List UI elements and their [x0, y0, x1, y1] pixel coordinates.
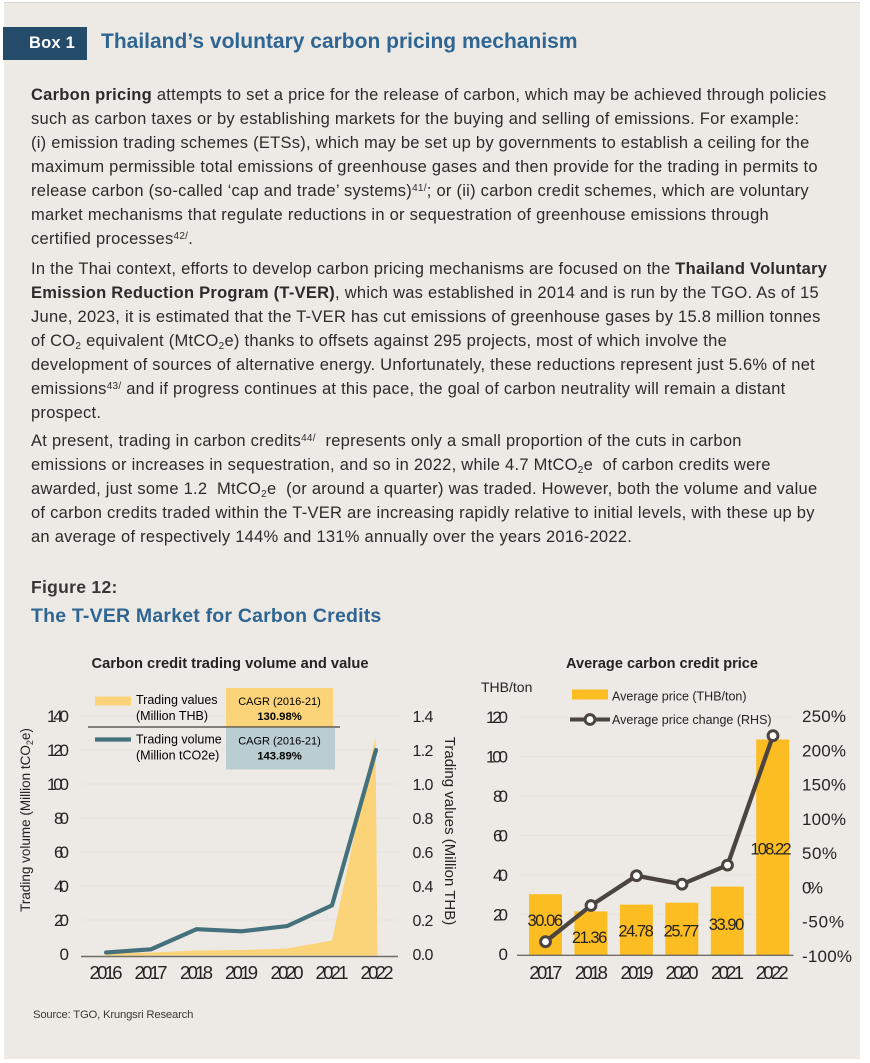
svg-text:Trading values: Trading values	[136, 693, 218, 707]
svg-text:60: 60	[54, 843, 69, 862]
svg-text:150%: 150%	[802, 776, 846, 795]
svg-text:250%: 250%	[802, 707, 846, 726]
svg-text:2017: 2017	[135, 962, 168, 983]
svg-text:Trading volume (Million tCO2e): Trading volume (Million tCO2e)	[18, 728, 35, 912]
svg-text:40: 40	[54, 877, 69, 896]
svg-text:100%: 100%	[802, 810, 846, 829]
svg-text:1.2: 1.2	[413, 743, 434, 760]
svg-text:2022: 2022	[756, 962, 789, 983]
svg-text:143.89%: 143.89%	[257, 751, 302, 763]
svg-text:2016: 2016	[90, 962, 123, 983]
svg-text:130.98%: 130.98%	[257, 711, 302, 723]
svg-text:2020: 2020	[271, 962, 304, 983]
svg-text:2018: 2018	[575, 962, 608, 983]
svg-text:21.36: 21.36	[572, 929, 608, 947]
svg-text:50%: 50%	[802, 844, 837, 863]
svg-text:CAGR (2016-21): CAGR (2016-21)	[238, 736, 321, 748]
svg-text:2018: 2018	[180, 962, 213, 983]
svg-text:(Million tCO2e): (Million tCO2e)	[136, 749, 219, 763]
svg-text:2017: 2017	[529, 962, 562, 983]
svg-text:108.22: 108.22	[751, 841, 792, 859]
svg-text:Average carbon credit price: Average carbon credit price	[566, 655, 758, 672]
svg-text:60: 60	[493, 827, 508, 846]
svg-text:1.0: 1.0	[413, 777, 434, 794]
svg-text:0%: 0%	[802, 878, 823, 897]
svg-text:120: 120	[486, 708, 508, 727]
svg-text:24.78: 24.78	[618, 923, 654, 941]
svg-text:20: 20	[54, 911, 69, 930]
svg-text:THB/ton: THB/ton	[481, 679, 532, 695]
svg-text:0: 0	[60, 945, 69, 964]
svg-text:2020: 2020	[666, 962, 699, 983]
svg-text:Average price change (RHS): Average price change (RHS)	[612, 713, 772, 727]
svg-text:(Million THB): (Million THB)	[136, 709, 208, 723]
svg-text:2021: 2021	[316, 962, 349, 983]
svg-text:80: 80	[54, 809, 69, 828]
svg-text:1.4: 1.4	[413, 709, 434, 726]
svg-text:2021: 2021	[711, 962, 744, 983]
svg-text:Trading values (Million THB): Trading values (Million THB)	[441, 737, 458, 925]
svg-text:200%: 200%	[802, 741, 846, 760]
svg-text:0.8: 0.8	[413, 811, 434, 828]
svg-text:2019: 2019	[621, 962, 654, 983]
svg-text:-50%: -50%	[802, 913, 844, 932]
svg-text:33.90: 33.90	[709, 916, 745, 934]
svg-text:Carbon credit trading volume a: Carbon credit trading volume and value	[92, 655, 369, 672]
svg-text:0.2: 0.2	[413, 913, 434, 930]
svg-text:20: 20	[493, 906, 508, 925]
svg-text:CAGR (2016-21): CAGR (2016-21)	[238, 696, 321, 708]
svg-text:-100%: -100%	[802, 947, 852, 966]
svg-text:0.0: 0.0	[413, 947, 434, 964]
svg-text:Trading volume: Trading volume	[136, 733, 222, 747]
svg-text:25.77: 25.77	[664, 923, 700, 941]
svg-text:30.06: 30.06	[528, 912, 564, 930]
svg-text:140: 140	[47, 707, 69, 726]
svg-text:80: 80	[493, 787, 508, 806]
svg-text:2019: 2019	[225, 962, 258, 983]
svg-text:Average price (THB/ton): Average price (THB/ton)	[612, 690, 747, 704]
svg-text:120: 120	[47, 741, 69, 760]
svg-text:0.4: 0.4	[413, 879, 434, 896]
svg-text:40: 40	[493, 866, 508, 885]
svg-text:2022: 2022	[361, 962, 394, 983]
svg-text:100: 100	[47, 775, 69, 794]
svg-text:100: 100	[486, 748, 508, 767]
svg-text:0: 0	[499, 945, 508, 964]
svg-text:0.6: 0.6	[413, 845, 434, 862]
svg-text:Source: TGO, Krungsri Research: Source: TGO, Krungsri Research	[33, 1009, 193, 1021]
